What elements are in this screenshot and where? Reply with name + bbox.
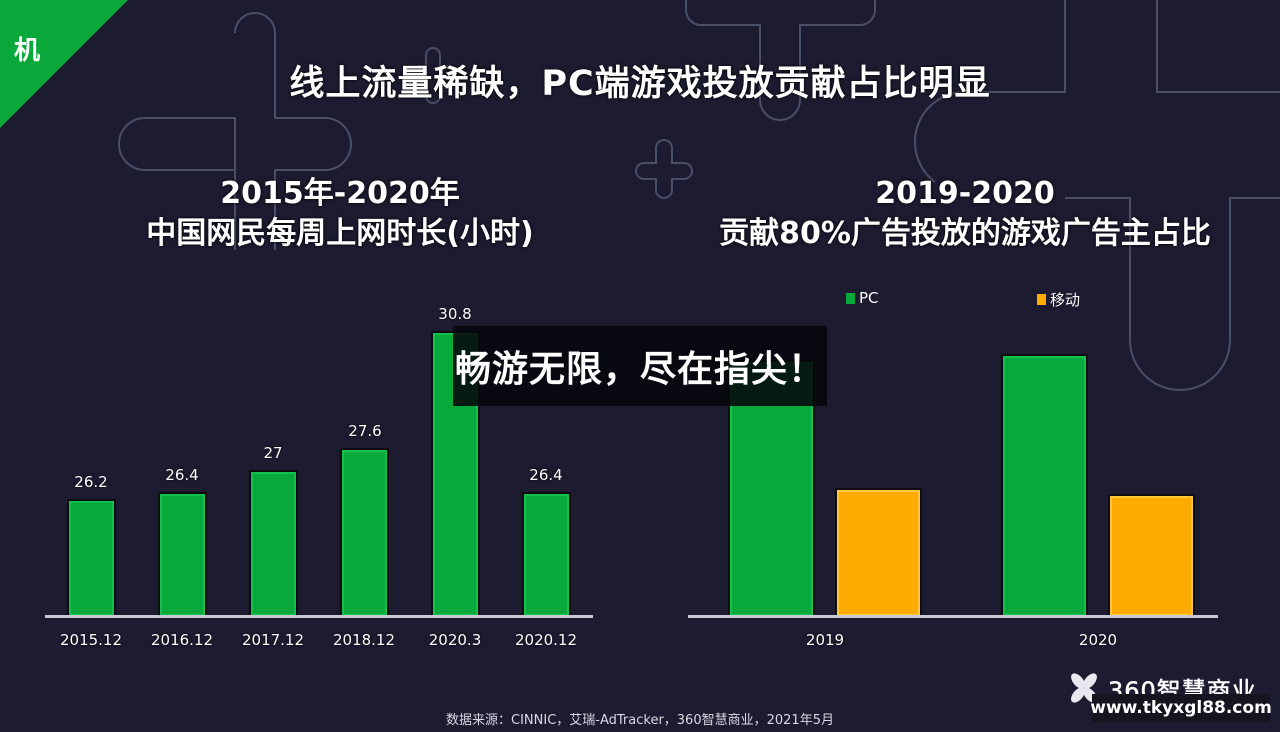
category-label: 2019 — [805, 631, 845, 649]
corner-tag — [0, 0, 128, 128]
caption-overlay: 畅游无限，尽在指尖！ — [453, 326, 827, 406]
bar-2016-12 — [160, 494, 205, 616]
category-label: 2020.12 — [514, 631, 578, 649]
legend-label: 移动 — [1050, 291, 1081, 309]
left-chart-title-line1: 2015年-2020年 — [220, 176, 460, 211]
legend-item-pc: PC — [846, 289, 879, 307]
right-chart-x-axis — [688, 615, 1218, 618]
value-label: 30.8 — [438, 305, 472, 323]
bar-2020-pc — [1003, 356, 1086, 616]
left-chart-x-axis — [45, 615, 593, 618]
category-label: 2016.12 — [150, 631, 214, 649]
legend-item-mobile: 移动 — [1037, 289, 1080, 310]
page-title-text: 线上流量稀缺，PC端游戏投放贡献占比明显 — [289, 64, 991, 104]
data-source: 数据来源：CINNIC，艾瑞-AdTracker，360智慧商业，2021年5月 — [446, 713, 834, 728]
bar-2019-mobile — [837, 490, 920, 616]
flower-logo-icon — [1071, 673, 1097, 703]
corner-tag-label: 机 — [14, 36, 41, 66]
bar-2017-12 — [251, 472, 296, 616]
category-label: 2015.12 — [59, 631, 123, 649]
value-label: 26.4 — [529, 466, 563, 484]
category-label: 2020 — [1078, 631, 1118, 649]
right-chart-title-line2: 贡献80%广告投放的游戏广告主占比 — [719, 216, 1211, 251]
value-label: 26.2 — [74, 473, 108, 491]
bar-2020-12 — [524, 494, 569, 616]
bar-2018-12 — [342, 450, 387, 616]
right-chart-title-line1: 2019-2020 — [875, 176, 1055, 211]
category-label: 2020.3 — [428, 631, 482, 649]
left-chart-title-line2: 中国网民每周上网时长(小时) — [146, 216, 534, 251]
bar-2020-mobile — [1110, 496, 1193, 616]
left-chart-title: 2015年-2020年 中国网民每周上网时长(小时) — [70, 174, 610, 254]
legend-swatch-green — [846, 292, 855, 304]
watermark-link[interactable]: www.tkyxgl88.com — [1090, 694, 1272, 722]
value-label: 27 — [263, 444, 283, 462]
page-title: 线上流量稀缺，PC端游戏投放贡献占比明显 — [0, 55, 1280, 106]
legend-swatch-orange — [1037, 294, 1046, 305]
right-chart-title: 2019-2020 贡献80%广告投放的游戏广告主占比 — [680, 174, 1250, 254]
legend-label: PC — [859, 289, 879, 307]
category-label: 2017.12 — [241, 631, 305, 649]
category-label: 2018.12 — [332, 631, 396, 649]
bar-2015-12 — [69, 501, 114, 616]
value-label: 27.6 — [348, 422, 382, 440]
value-label: 26.4 — [165, 466, 199, 484]
